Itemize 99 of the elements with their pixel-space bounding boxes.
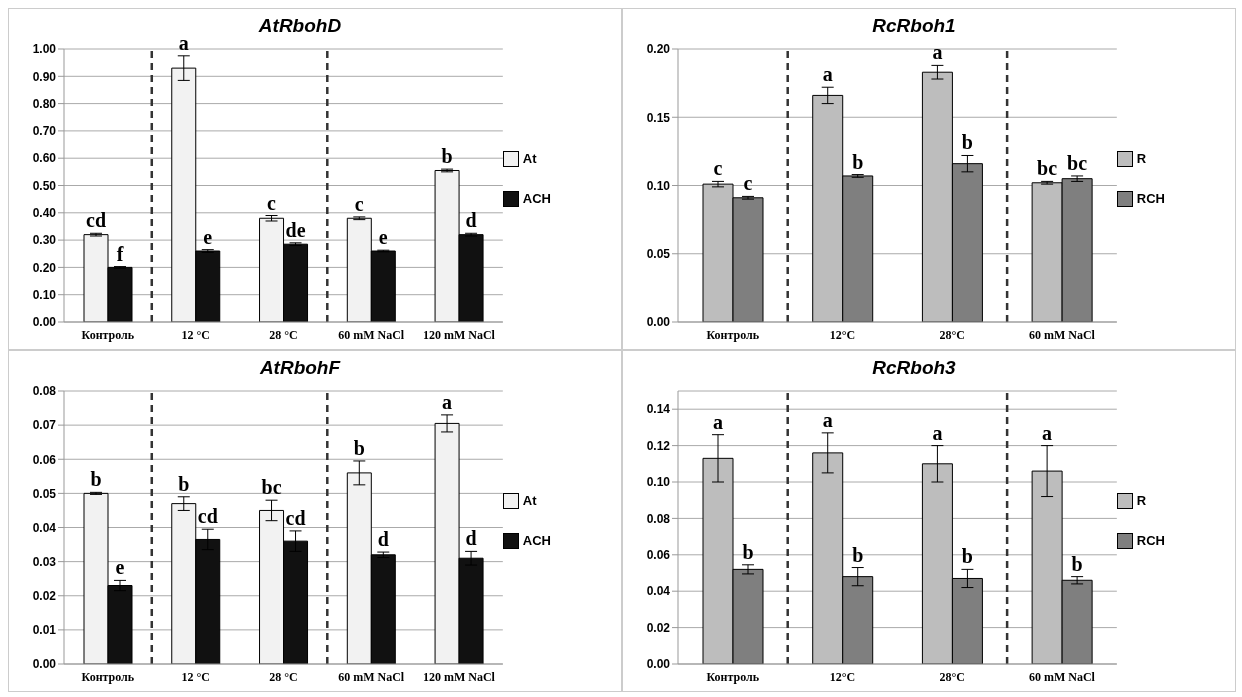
legend-label: ACH [522,190,551,208]
legend-label: At [522,492,537,510]
data-label: a [713,410,723,433]
data-label: a [932,421,943,444]
data-label: b [178,472,190,495]
x-tick-label: 60 mM NaCl [338,327,405,342]
x-tick-label: Контроль [706,327,760,342]
legend-label: ACH [522,532,551,550]
y-tick-label: 0.12 [646,438,671,453]
chart-title: AtRbohF [258,357,342,379]
y-tick-label: 0.08 [32,384,57,399]
x-tick-label: Контроль [81,327,135,342]
x-tick-label: 120 mM NaCl [422,669,496,684]
data-label: f [116,242,124,265]
y-tick-label: 0.06 [646,548,671,563]
data-label: a [442,390,453,413]
data-label: d [465,209,477,232]
data-label: b [742,540,754,563]
y-tick-label: 0.15 [646,110,671,125]
y-tick-label: 0.10 [32,287,57,302]
y-tick-label: 0.50 [32,178,57,193]
x-tick-label: 12 °C [181,327,210,342]
data-label: c [743,172,753,195]
x-tick-label: 60 mM NaCl [338,669,405,684]
y-tick-label: 0.00 [32,657,57,672]
legend-label: At [522,150,537,168]
data-label: b [1071,552,1083,575]
chart-title: AtRbohD [258,15,342,36]
legend-label: R [1136,492,1147,510]
y-tick-label: 1.00 [32,42,57,57]
data-label: b [353,436,365,459]
y-tick-label: 0.04 [646,584,671,599]
y-tick-label: 0.60 [32,151,57,166]
y-tick-label: 0.05 [646,247,671,262]
y-tick-label: 0.01 [32,623,57,638]
data-label: d [465,527,477,550]
y-tick-label: 0.04 [32,520,57,535]
y-tick-label: 0.70 [32,124,57,139]
legend-label: RCH [1136,532,1165,550]
data-label: c [267,191,277,214]
y-tick-label: 0.30 [32,233,57,248]
data-label: cd [197,505,218,528]
chart-title: RcRboh1 [871,15,957,37]
x-tick-label: Контроль [706,669,760,684]
data-label: d [377,528,389,551]
y-tick-label: 0.10 [646,178,671,193]
legend-label: RCH [1136,190,1165,208]
y-tick-label: 0.20 [32,260,57,275]
x-tick-label: 60 mM NaCl [1028,327,1096,342]
y-tick-label: 0.05 [32,486,57,501]
y-tick-label: 0.08 [646,511,671,526]
data-label: b [90,468,102,491]
y-tick-label: 0.90 [32,69,57,84]
data-label: cd [86,209,106,232]
data-label: b [852,543,864,566]
data-label: bc [261,476,282,499]
data-label: b [961,545,973,568]
data-label: c [713,157,723,180]
y-tick-label: 0.07 [32,418,57,433]
data-label: b [852,150,864,173]
data-label: bc [1067,151,1088,174]
y-tick-label: 0.00 [646,657,671,672]
data-label: a [178,31,189,54]
x-tick-label: 12°C [829,327,856,342]
data-label: a [822,63,833,86]
data-label: b [441,145,453,168]
x-tick-label: Контроль [81,669,135,684]
x-tick-label: 12 °C [181,669,210,684]
x-tick-label: 60 mM NaCl [1028,669,1096,684]
y-tick-label: 0.03 [32,554,57,569]
data-label: c [354,192,364,215]
x-tick-label: 28°C [939,327,965,342]
chart-title: RcRboh3 [871,357,957,379]
data-label: e [115,556,125,579]
data-label: bc [1037,157,1058,180]
data-label: cd [285,506,306,529]
data-label: de [285,218,306,241]
y-tick-label: 0.06 [32,452,57,467]
y-tick-label: 0.14 [646,402,671,417]
data-label: e [203,225,213,248]
y-tick-label: 0.40 [32,206,57,221]
y-tick-label: 0.02 [32,589,57,604]
data-label: b [961,131,973,154]
legend-label: R [1136,150,1147,168]
data-label: a [932,41,943,64]
y-tick-label: 0.20 [646,42,671,57]
y-tick-label: 0.80 [32,96,57,111]
data-label: a [1042,421,1053,444]
y-tick-label: 0.02 [646,620,671,635]
y-tick-label: 0.00 [32,315,57,330]
x-tick-label: 28 °C [269,327,298,342]
data-label: a [822,408,833,431]
y-tick-label: 0.10 [646,475,671,490]
x-tick-label: 120 mM NaCl [422,327,496,342]
x-tick-label: 12°C [829,669,856,684]
x-tick-label: 28°C [939,669,965,684]
y-tick-label: 0.00 [646,315,671,330]
x-tick-label: 28 °C [269,669,298,684]
data-label: e [378,226,388,249]
